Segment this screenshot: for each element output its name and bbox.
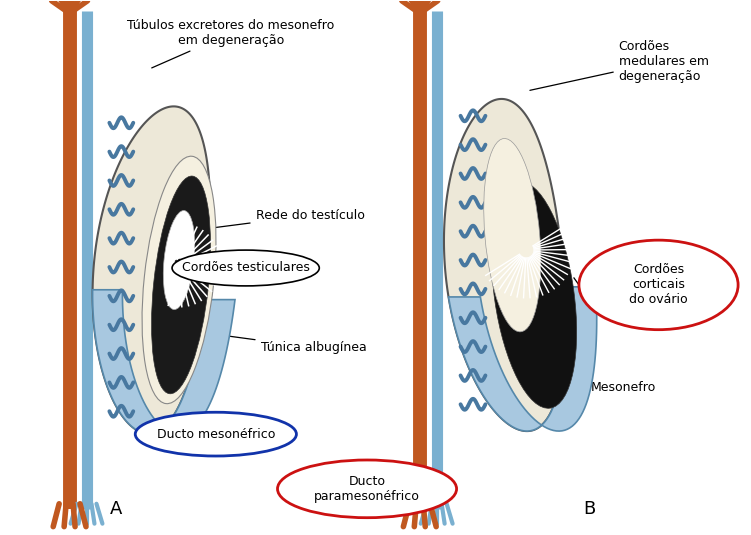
Ellipse shape [163,211,195,310]
Ellipse shape [278,460,457,518]
Text: B: B [583,500,595,518]
Ellipse shape [135,412,297,456]
Ellipse shape [492,181,577,408]
Ellipse shape [152,176,210,394]
Polygon shape [92,106,210,433]
Text: A: A [110,500,122,518]
Text: Cordões
corticais
do ovário: Cordões corticais do ovário [629,263,688,307]
Text: Cordões
medulares em
degeneração: Cordões medulares em degeneração [530,40,709,90]
Ellipse shape [142,156,216,404]
Ellipse shape [484,139,541,332]
Text: Rede do testículo: Rede do testículo [159,209,364,235]
Ellipse shape [579,240,738,330]
Text: Mesonefro: Mesonefro [550,381,656,394]
Polygon shape [444,99,565,431]
Polygon shape [92,290,235,433]
Ellipse shape [172,250,319,286]
Text: Túbulos excretores do mesonefro
em degeneração: Túbulos excretores do mesonefro em degen… [127,19,334,68]
Polygon shape [448,287,597,431]
Text: Ducto
paramesonéfrico: Ducto paramesonéfrico [314,475,420,503]
Text: Ducto mesonéfrico: Ducto mesonéfrico [157,427,275,441]
Text: Cordões testiculares: Cordões testiculares [182,262,309,274]
Text: Túnica albugínea: Túnica albugínea [184,330,366,354]
